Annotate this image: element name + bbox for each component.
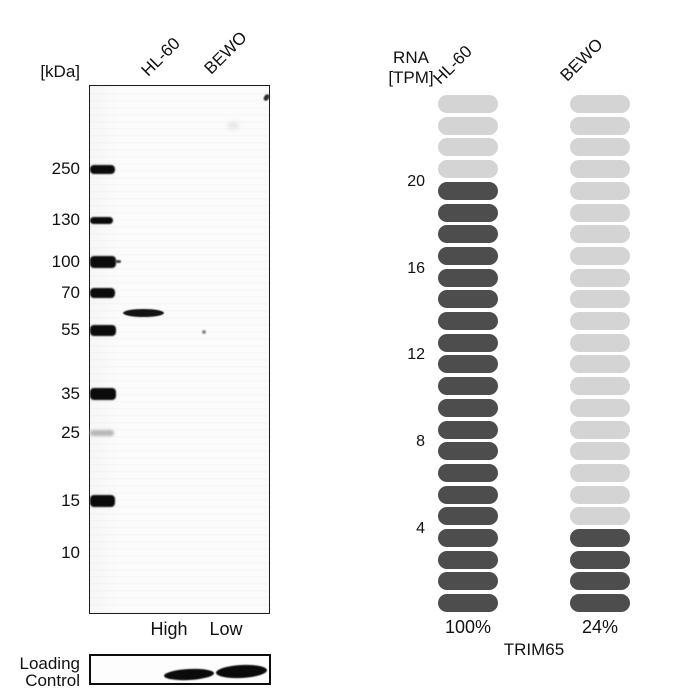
tpm-segment-bewo-2 (570, 572, 630, 591)
tpm-segment-bewo-9 (570, 420, 630, 439)
percent-label-hl60: 100% (444, 617, 492, 637)
marker-label-100: 100 (51, 252, 80, 271)
tpm-segment-hl-60-16 (438, 268, 498, 287)
blot-artifact (115, 260, 121, 263)
tpm-segment-hl-60-6 (438, 485, 498, 504)
tpm-segment-hl-60-19 (438, 203, 498, 222)
tpm-segment-bewo-1 (570, 594, 630, 613)
tpm-segment-bewo-13 (570, 333, 630, 352)
tpm-segment-bewo-7 (570, 463, 630, 482)
tpm-segment-bewo-18 (570, 225, 630, 244)
tpm-tick-16: 16 (407, 259, 425, 277)
tpm-segment-bewo-8 (570, 442, 630, 461)
blot-artifact (227, 121, 239, 130)
tpm-segment-hl-60-20 (438, 181, 498, 200)
loading-control-panel (89, 654, 271, 685)
tpm-segment-hl-60-24 (438, 95, 498, 113)
loading-control-band-2 (215, 663, 268, 680)
target-protein-band (123, 309, 164, 317)
tpm-segment-hl-60-23 (438, 116, 498, 135)
marker-band-130 (90, 216, 113, 224)
tpm-segment-hl-60-10 (438, 398, 498, 417)
tpm-tick-4: 4 (416, 520, 425, 537)
tpm-segment-hl-60-1 (438, 594, 498, 613)
tpm-segment-bewo-14 (570, 312, 630, 330)
tpm-segment-bewo-5 (570, 507, 630, 526)
tpm-segment-bewo-15 (570, 290, 630, 309)
tpm-tick-20: 20 (407, 172, 425, 190)
tpm-segment-hl-60-18 (438, 225, 498, 244)
blot-artifact (202, 330, 206, 334)
chart-column-label-bewo: BEWO (556, 34, 607, 85)
tpm-segment-bewo-19 (570, 203, 630, 222)
tpm-segment-bewo-6 (570, 485, 630, 504)
marker-label-250: 250 (51, 159, 80, 178)
percent-label-bewo: 24% (581, 617, 619, 637)
marker-label-55: 55 (61, 320, 80, 339)
western-blot-panel (89, 85, 270, 614)
tpm-segment-hl-60-13 (438, 333, 498, 352)
tpm-segment-bewo-20 (570, 181, 630, 200)
marker-label-70: 70 (61, 283, 80, 302)
tpm-segment-bewo-11 (570, 377, 630, 396)
tpm-segment-hl-60-4 (438, 529, 498, 547)
tpm-segment-bewo-12 (570, 355, 630, 374)
tpm-segment-bewo-10 (570, 398, 630, 417)
tpm-segment-bewo-23 (570, 116, 630, 135)
marker-label-10: 10 (61, 543, 80, 562)
marker-band-15 (90, 495, 115, 507)
tpm-segment-hl-60-22 (438, 138, 498, 157)
tpm-segment-hl-60-17 (438, 246, 498, 265)
marker-band-35 (90, 388, 116, 400)
tpm-segment-bewo-16 (570, 268, 630, 287)
tpm-segment-hl-60-8 (438, 442, 498, 461)
tpm-segment-bewo-21 (570, 160, 630, 179)
marker-band-250 (90, 164, 115, 174)
blot-lane-label-hl60: HL-60 (137, 33, 184, 80)
rna-tpm-axis-label: RNA [TPM] (381, 48, 441, 88)
marker-band-55 (90, 324, 116, 336)
marker-label-15: 15 (61, 491, 80, 510)
expression-level-label-low: Low (209, 619, 243, 639)
kda-axis-label: [kDa] (40, 62, 80, 81)
tpm-tick-12: 12 (407, 346, 425, 364)
tpm-segment-bewo-4 (570, 529, 630, 547)
tpm-segment-hl-60-12 (438, 355, 498, 374)
tpm-segment-hl-60-21 (438, 160, 498, 179)
marker-band-25 (90, 430, 114, 436)
tpm-segment-hl-60-9 (438, 420, 498, 439)
tpm-tick-8: 8 (416, 433, 425, 451)
tpm-segment-hl-60-15 (438, 290, 498, 309)
marker-label-130: 130 (51, 210, 80, 229)
gene-name-label: TRIM65 (503, 640, 565, 659)
tpm-segment-bewo-17 (570, 246, 630, 265)
loading-control-label-line2: Control (25, 671, 80, 690)
tpm-segment-hl-60-5 (438, 507, 498, 526)
loading-control-label: Loading Control (8, 655, 80, 689)
tpm-segment-hl-60-7 (438, 463, 498, 482)
tpm-segment-bewo-22 (570, 138, 630, 157)
tpm-segment-bewo-3 (570, 550, 630, 569)
loading-control-band-1 (163, 667, 215, 682)
marker-band-70 (90, 288, 115, 298)
marker-band-100 (90, 256, 116, 268)
expression-level-label-high: High (150, 619, 188, 639)
loading-control-label-line1: Loading (19, 654, 80, 673)
tpm-segment-hl-60-14 (438, 312, 498, 330)
marker-label-35: 35 (61, 384, 80, 403)
rna-axis-label-line1: RNA (393, 48, 429, 67)
blot-lane-label-bewo: BEWO (200, 27, 251, 78)
rna-axis-label-line2: [TPM] (388, 68, 434, 87)
tpm-segment-bewo-24 (570, 95, 630, 113)
tpm-segment-hl-60-11 (438, 377, 498, 396)
marker-label-25: 25 (61, 423, 80, 442)
tpm-segment-hl-60-2 (438, 572, 498, 591)
tpm-segment-hl-60-3 (438, 550, 498, 569)
